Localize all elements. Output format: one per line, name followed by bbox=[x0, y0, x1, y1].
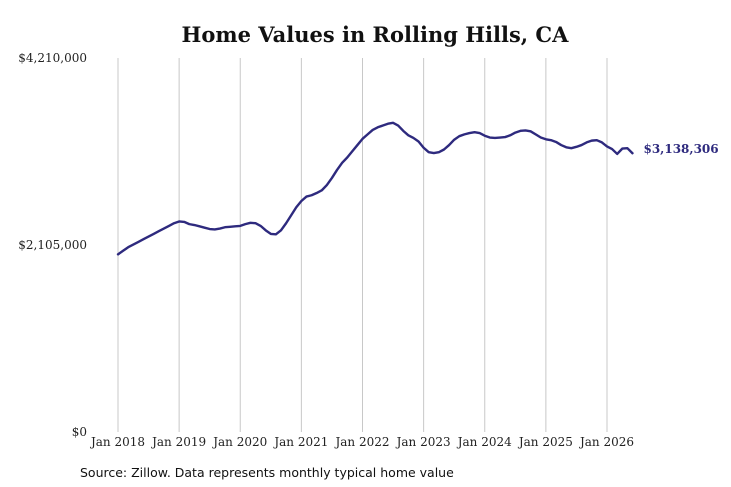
x-tick-label: Jan 2020 bbox=[211, 435, 267, 449]
y-tick-label: $0 bbox=[72, 425, 87, 439]
x-tick-label: Jan 2026 bbox=[578, 435, 634, 449]
chart-title: Home Values in Rolling Hills, CA bbox=[182, 22, 570, 47]
x-tick-label: Jan 2024 bbox=[456, 435, 512, 449]
grid-lines bbox=[117, 58, 608, 432]
y-tick-label: $4,210,000 bbox=[18, 51, 87, 65]
x-tick-label: Jan 2019 bbox=[150, 435, 206, 449]
x-tick-label: Jan 2022 bbox=[333, 435, 389, 449]
y-tick-label: $2,105,000 bbox=[18, 238, 87, 252]
home-value-line bbox=[116, 121, 634, 256]
x-tick-label: Jan 2025 bbox=[517, 435, 573, 449]
x-tick-label: Jan 2023 bbox=[395, 435, 451, 449]
source-note: Source: Zillow. Data represents monthly … bbox=[80, 465, 454, 480]
y-axis-tick-labels: $0 $2,105,000 $4,210,000 bbox=[18, 51, 87, 439]
x-tick-label: Jan 2018 bbox=[89, 435, 145, 449]
x-axis-tick-labels: Jan 2018 Jan 2019 Jan 2020 Jan 2021 Jan 2022… bbox=[89, 435, 634, 449]
x-tick-label: Jan 2021 bbox=[272, 435, 328, 449]
last-value-label: $3,138,306 bbox=[643, 142, 718, 156]
